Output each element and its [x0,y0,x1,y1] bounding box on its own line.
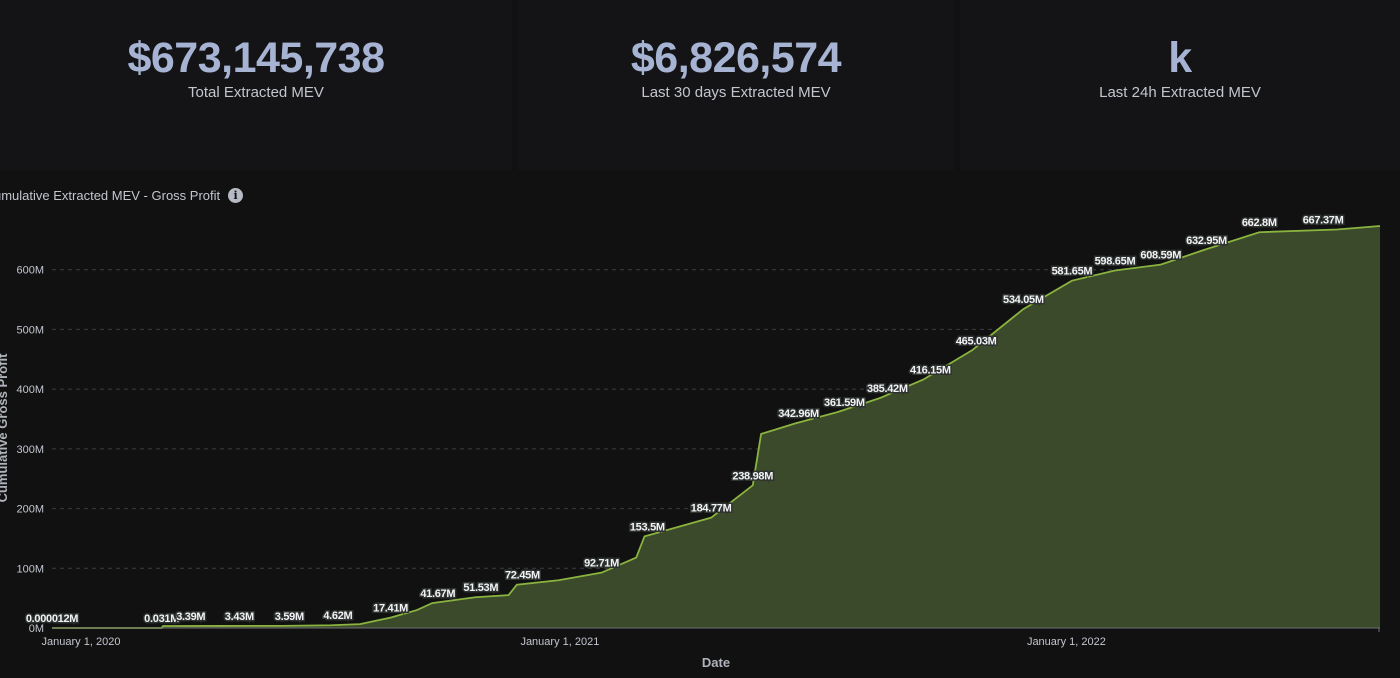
data-label: 667.37M [1303,214,1344,226]
data-label: 416.15M [910,364,951,376]
data-label: 361.59M [824,397,865,409]
data-label: 534.05M [1003,294,1044,306]
data-label: 3.39M [176,611,205,623]
axis-layer: 0M 100M 200M 300M 400M 500M 600M January 1, 202… [16,265,1380,648]
data-label: 465.03M [956,335,997,347]
kpi-value: $673,145,738 [127,34,385,82]
data-label: 342.96M [778,408,819,420]
kpi-value: $6,826,574 [630,34,842,82]
data-label: 4.62M [323,610,352,622]
y-tick-label: 400M [16,384,44,396]
data-label: 3.59M [275,611,304,623]
kpi-label: Last 30 days Extracted MEV [641,84,831,101]
y-tick-label: 300M [16,444,44,456]
data-label: 238.98M [732,470,773,482]
kpi-row: $673,145,738 Total Extracted MEV $6,826,… [0,0,1400,170]
y-tick-label: 600M [16,265,44,277]
kpi-card-30d: $6,826,574 Last 30 days Extracted MEV [518,0,954,170]
x-tick-label: January 1, 2020 [42,636,121,648]
area-line [51,225,1381,629]
data-label: 608.59M [1140,250,1181,262]
data-label: 17.41M [373,603,408,615]
y-tick-label: 200M [16,504,44,516]
data-label: 0.000012M [26,613,78,625]
kpi-card-24h: k Last 24h Extracted MEV [960,0,1400,170]
y-tick-label: 0M [29,623,44,635]
info-icon[interactable]: i [228,188,244,203]
data-label: 3.43M [225,611,254,623]
data-label: 598.65M [1095,256,1136,268]
kpi-label: Total Extracted MEV [188,84,324,101]
x-axis-title: Date [702,655,730,670]
data-label: 184.77M [691,503,732,515]
area-layer [51,225,1381,629]
x-tick-label: January 1, 2022 [1027,636,1106,648]
data-label: 153.5M [630,521,665,533]
data-label: 632.95M [1186,235,1227,247]
kpi-card-total: $673,145,738 Total Extracted MEV [0,0,512,170]
x-tick-label: January 1, 2021 [520,636,599,648]
data-label: 72.45M [505,570,540,582]
data-label: 41.67M [420,588,455,600]
data-label: 662.8M [1242,217,1277,229]
data-label: 92.71M [584,558,619,570]
data-label: 0.031M [144,613,179,625]
chart-title-text: umulative Extracted MEV - Gross Profit [0,188,221,203]
data-label: 385.42M [867,383,908,395]
data-label: 51.53M [463,582,498,594]
data-label: 581.65M [1052,266,1093,278]
chart-title: umulative Extracted MEV - Gross Profit i [0,188,244,203]
y-tick-label: 100M [16,563,44,575]
kpi-value: k [1168,34,1192,82]
kpi-label: Last 24h Extracted MEV [1099,84,1261,101]
y-axis-title: Cumulative Gross Profit [0,353,10,502]
y-tick-label: 500M [16,324,44,336]
area-fill [52,226,1380,629]
